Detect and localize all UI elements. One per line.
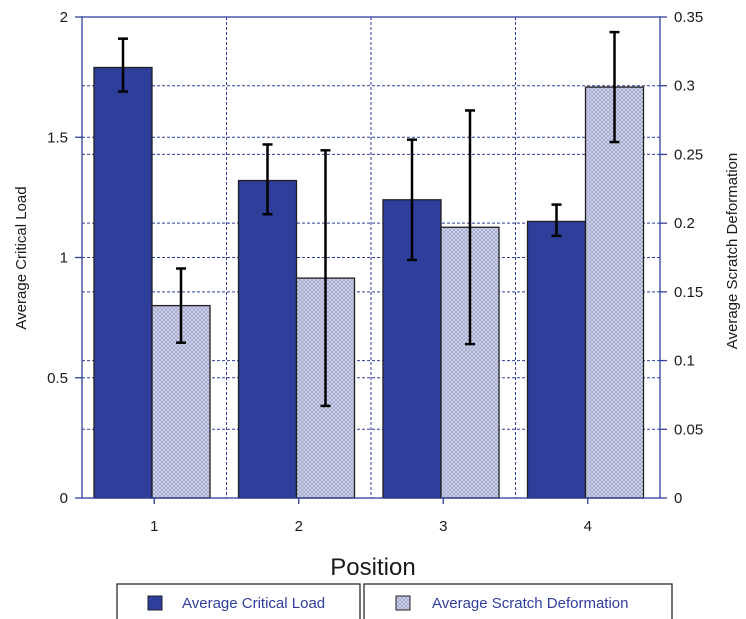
right-tick-label: 0.35 [674,9,703,26]
right-axis-label: Average Scratch Deformation [724,153,741,350]
left-tick-label: 2 [60,9,68,26]
bars [93,66,645,499]
left-tick-label: 0.5 [47,370,68,387]
legend-swatch-scratch-deformation [395,595,411,611]
left-tick-label: 1 [60,250,68,267]
right-axis-ticks: 0 0.05 0.1 0.15 0.2 0.25 0.3 0.35 [660,9,703,507]
left-axis-ticks: 0 0.5 1 1.5 2 [47,9,82,507]
bar-critical-load [93,66,153,499]
right-tick-label: 0.15 [674,284,703,301]
bar-scratch-deformation [584,86,645,499]
left-tick-label: 0 [60,490,68,507]
right-tick-label: 0.05 [674,421,703,438]
right-tick-label: 0.1 [674,353,695,370]
bar-critical-load [237,179,298,499]
right-tick-label: 0.2 [674,215,695,232]
x-tick-label: 2 [295,518,303,535]
right-tick-label: 0 [674,490,682,507]
legend-box-2 [363,583,673,619]
legend-swatch-critical-load [147,595,163,611]
legend: Average Critical Load Average Scratch De… [116,583,673,619]
x-axis-ticks: 1 2 3 4 [150,498,592,535]
left-axis-label: Average Critical Load [13,186,30,329]
right-tick-label: 0.3 [674,78,695,95]
right-tick-label: 0.25 [674,146,703,163]
x-tick-label: 4 [584,518,592,535]
legend-label-critical-load: Average Critical Load [182,595,325,612]
legend-label-scratch-deformation: Average Scratch Deformation [432,595,629,612]
x-tick-label: 1 [150,518,158,535]
bar-critical-load [526,220,587,499]
left-tick-label: 1.5 [47,129,68,146]
x-tick-label: 3 [439,518,447,535]
error-bars [118,30,620,408]
x-axis-label: Position [330,554,415,581]
